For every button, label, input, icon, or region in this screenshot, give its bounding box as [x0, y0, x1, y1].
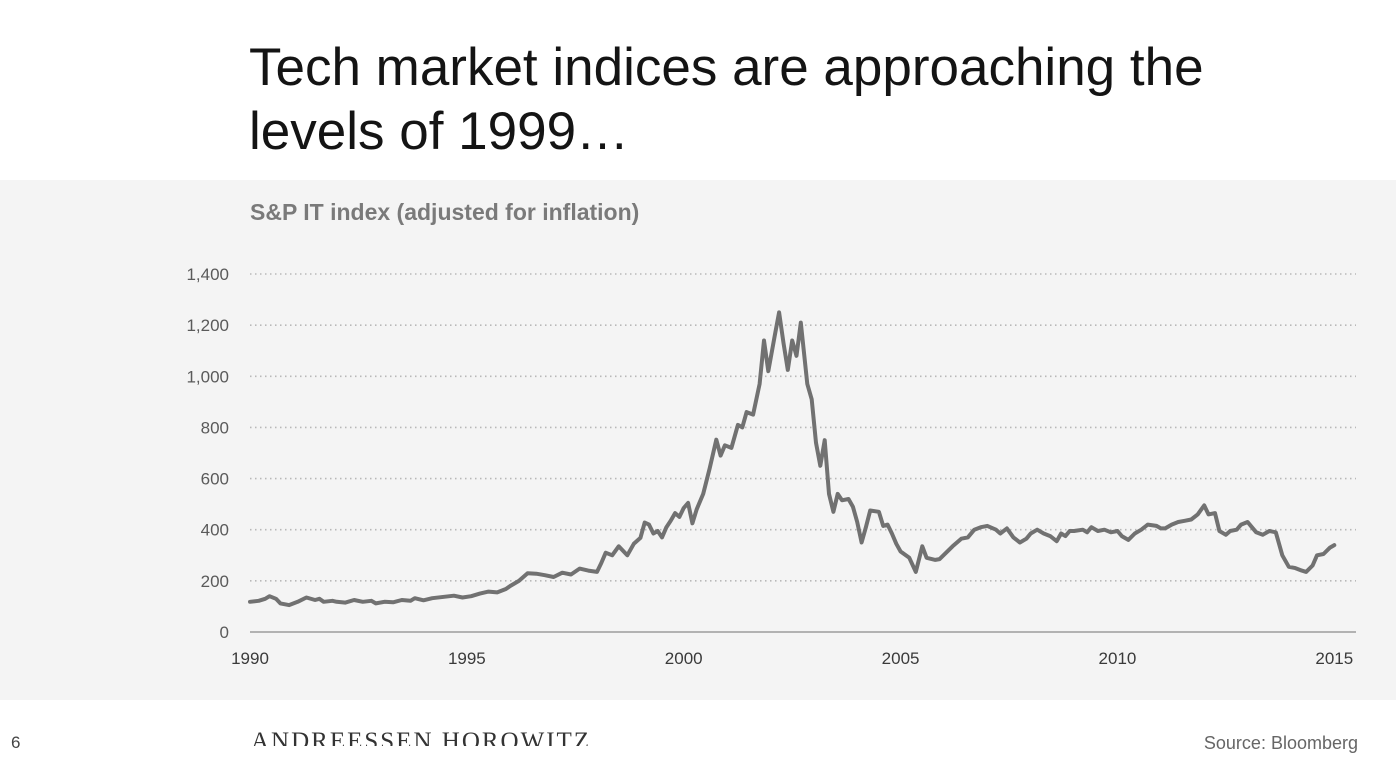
slide-headline: Tech market indices are approaching the …: [249, 38, 1204, 161]
x-tick-label-2010: 2010: [1099, 649, 1137, 668]
y-tick-label-0: 0: [220, 623, 229, 642]
page-number: 6: [11, 733, 21, 752]
y-tick-label-1200: 1,200: [186, 316, 229, 335]
y-tick-label-1000: 1,000: [186, 367, 229, 386]
y-tick-label-1400: 1,400: [186, 265, 229, 284]
y-tick-label-200: 200: [201, 572, 229, 591]
source-note: Source: Bloomberg: [1203, 733, 1358, 753]
y-tick-label-800: 800: [201, 418, 229, 437]
x-tick-label-1990: 1990: [231, 649, 269, 668]
chart-title: S&P IT index (adjusted for inflation): [250, 199, 640, 225]
x-tick-label-1995: 1995: [448, 649, 486, 668]
x-tick-label-2005: 2005: [882, 649, 920, 668]
x-tick-label-2015: 2015: [1315, 649, 1353, 668]
y-tick-label-600: 600: [201, 470, 229, 489]
y-tick-label-400: 400: [201, 521, 229, 540]
brand-logo: ANDREESSEN HOROWITZ: [251, 728, 592, 746]
x-tick-label-2000: 2000: [665, 649, 703, 668]
chart-panel: [0, 180, 1396, 700]
series-line-0: [248, 310, 1337, 608]
